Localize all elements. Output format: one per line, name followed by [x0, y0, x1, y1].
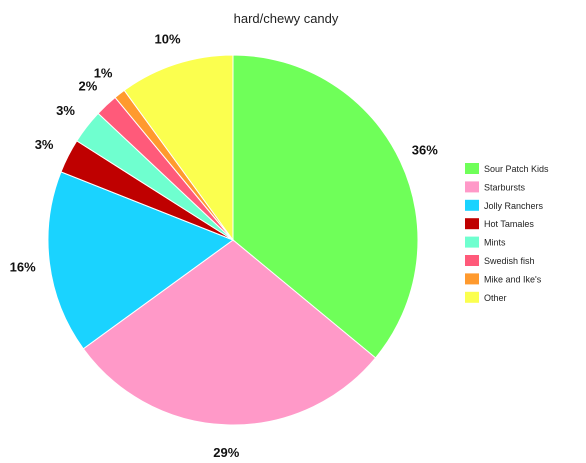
pie-label-hot-tamales: 3% [35, 137, 54, 152]
chart-title: hard/chewy candy [234, 11, 339, 26]
legend: Sour Patch Kids Starbursts Jolly Ranchers H… [465, 163, 549, 303]
legend-label-jolly-ranchers: Jolly Ranchers [484, 201, 544, 211]
pie-slice-sour-patch-kids [232, 54, 419, 359]
pie-percent-labels: 36% 29% 16% 3% 3% 2%1% 10% [10, 31, 439, 460]
legend-swatch-mints [465, 236, 479, 248]
legend-swatch-jolly-ranchers [465, 199, 479, 211]
legend-label-starbursts: Starbursts [484, 182, 526, 192]
pie-label-sour-patch-kids: 36% [412, 143, 438, 158]
pie-label-jolly-ranchers: 16% [10, 260, 36, 275]
legend-label-sour-patch-kids: Sour Patch Kids [484, 164, 549, 174]
legend-label-swedish-fish: Swedish fish [484, 256, 535, 266]
pie-label-other: 10% [154, 31, 180, 46]
pie-slice-starbursts [82, 239, 377, 426]
pie-label-starbursts: 29% [213, 445, 239, 460]
legend-swatch-sour-patch-kids [465, 163, 479, 174]
legend-label-mike-and-ike-s: Mike and Ike's [484, 274, 542, 284]
pie-slice-other [123, 54, 234, 242]
legend-label-other: Other [484, 293, 507, 303]
legend-label-hot-tamales: Hot Tamales [484, 219, 534, 229]
pie-slice-jolly-ranchers [47, 171, 235, 350]
pie-label-mints: 3% [56, 103, 75, 118]
legend-swatch-starbursts [465, 181, 479, 193]
pie-label-mike-and-ike-s: 1% [94, 66, 113, 81]
legend-swatch-other [465, 291, 479, 303]
legend-swatch-hot-tamales [465, 218, 479, 230]
legend-swatch-mike-and-ike-s [465, 273, 479, 285]
pie-slices [47, 54, 419, 426]
legend-swatch-swedish-fish [465, 255, 479, 266]
pie-label-swedish-fish: 2% [79, 79, 98, 94]
legend-label-mints: Mints [484, 238, 506, 248]
